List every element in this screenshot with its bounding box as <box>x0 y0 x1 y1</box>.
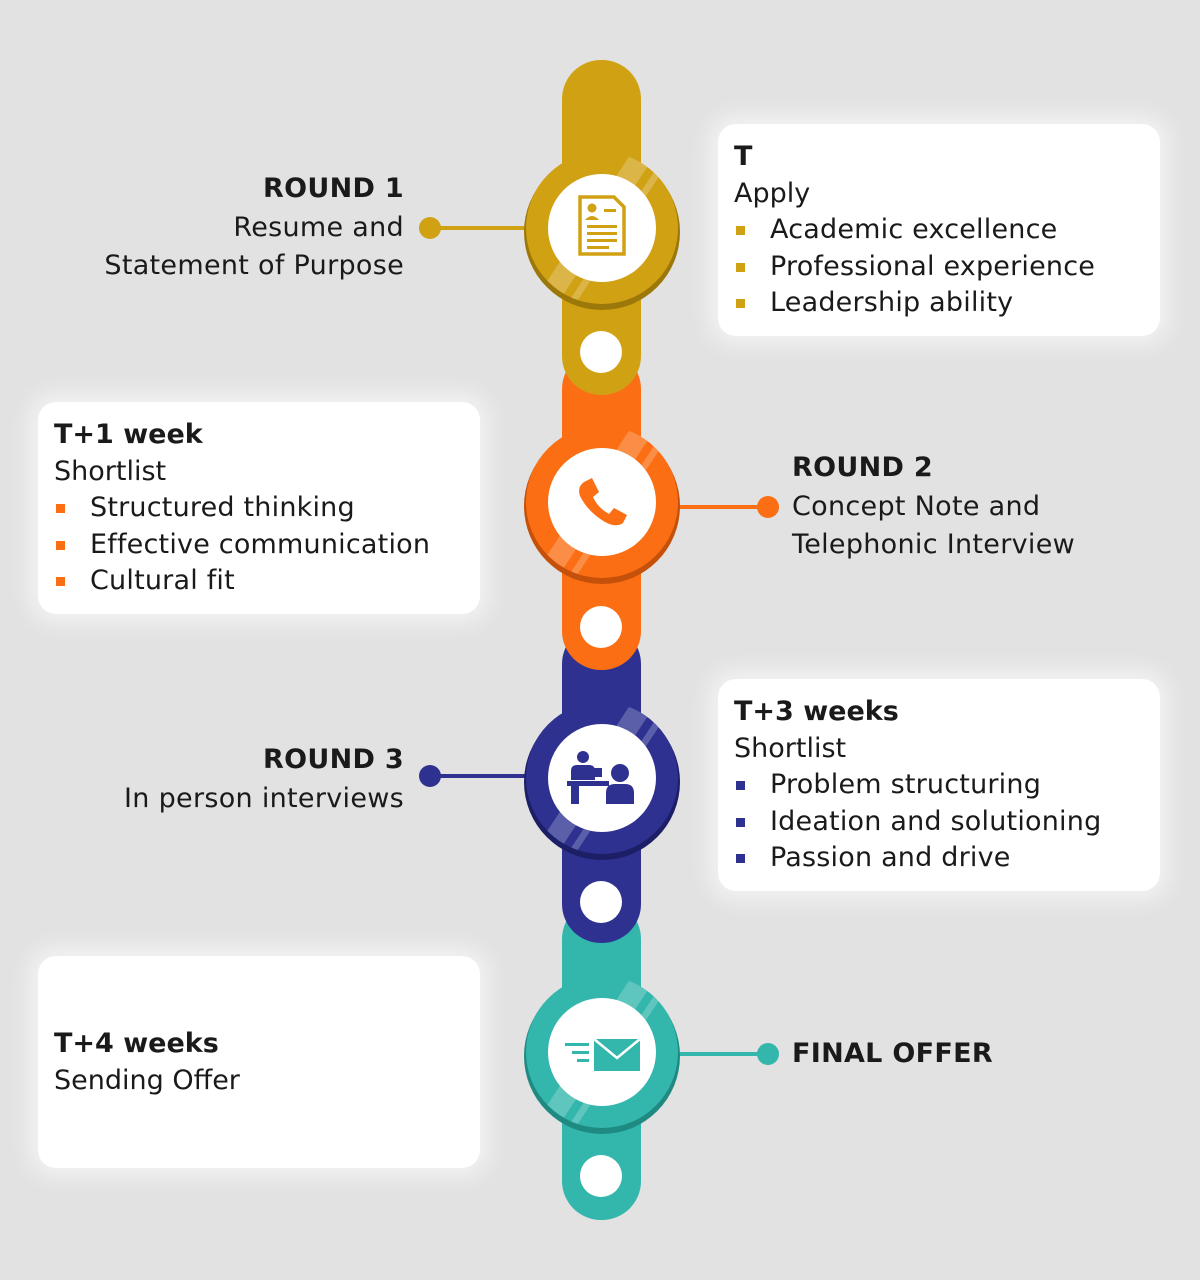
connector-final-offer <box>678 1043 779 1065</box>
step-3-medallion <box>524 702 680 860</box>
bullet-icon <box>736 299 745 308</box>
round-1-description-line-2: Statement of Purpose <box>104 250 404 281</box>
step-1-criteria-list: Academic excellence Professional experie… <box>734 212 1095 322</box>
bullet-icon <box>736 226 745 235</box>
round-1-label: ROUND 1 Resume and Statement of Purpose <box>104 170 404 286</box>
round-1-title: ROUND 1 <box>263 173 404 204</box>
step-4-stage: Sending Offer <box>54 1065 240 1096</box>
connector-round-3 <box>419 765 526 787</box>
list-item: Ideation and solutioning <box>734 804 1101 841</box>
list-item: Passion and drive <box>734 840 1101 877</box>
round-2-label: ROUND 2 Concept Note and Telephonic Inte… <box>792 449 1075 565</box>
round-3-description-line-1: In person interviews <box>124 782 404 814</box>
step-2-criteria-list: Structured thinking Effective communicat… <box>54 490 430 600</box>
list-item: Structured thinking <box>54 490 430 527</box>
step-1-medallion <box>524 152 680 310</box>
round-2-description-line-2: Telephonic Interview <box>792 529 1075 560</box>
step-2-card: T+1 week Shortlist Structured thinking E… <box>38 402 480 614</box>
step-2-stage: Shortlist <box>54 456 167 487</box>
step-3-card: T+3 weeks Shortlist Problem structuring … <box>718 679 1160 891</box>
round-1-description-line-1: Resume and <box>233 211 404 243</box>
round-2-description-line-1: Concept Note and <box>792 490 1041 522</box>
interview-icon <box>567 751 634 804</box>
bullet-icon <box>736 817 745 827</box>
list-item: Effective communication <box>54 527 430 564</box>
bullet-icon <box>736 854 745 863</box>
spine-dot-4 <box>580 1155 622 1197</box>
step-2-time: T+1 week <box>54 419 203 450</box>
step-4-time: T+4 weeks <box>54 1028 219 1059</box>
list-item: Leadership ability <box>734 285 1095 322</box>
connector-round-1 <box>419 217 526 239</box>
step-4-card: T+4 weeks Sending Offer <box>38 956 480 1168</box>
bullet-icon <box>56 504 65 513</box>
list-item: Academic excellence <box>734 212 1095 249</box>
step-2-medallion <box>524 426 680 584</box>
step-3-criteria-list: Problem structuring Ideation and solutio… <box>734 767 1101 877</box>
resume-icon <box>578 195 626 256</box>
email-icon <box>565 1038 641 1071</box>
round-3-label: ROUND 3 In person interviews <box>124 741 404 818</box>
spine-dot-3 <box>580 881 622 923</box>
final-offer-label: FINAL OFFER <box>792 1035 993 1074</box>
round-3-title: ROUND 3 <box>263 744 404 775</box>
final-offer-title: FINAL OFFER <box>792 1038 993 1069</box>
spine-dot-1 <box>580 331 622 373</box>
spine-dot-2 <box>580 606 622 648</box>
bullet-icon <box>56 540 65 550</box>
list-item: Professional experience <box>734 249 1095 286</box>
step-1-stage: Apply <box>734 178 811 209</box>
bullet-icon <box>736 262 745 272</box>
step-1-card: T Apply Academic excellence Professional… <box>718 124 1160 336</box>
bullet-icon <box>56 577 65 586</box>
bullet-icon <box>736 781 745 790</box>
connector-round-2 <box>678 496 779 518</box>
phone-icon <box>579 478 627 526</box>
list-item: Problem structuring <box>734 767 1101 804</box>
round-2-title: ROUND 2 <box>792 452 933 483</box>
step-3-time: T+3 weeks <box>734 696 899 727</box>
list-item: Cultural fit <box>54 563 430 600</box>
step-3-stage: Shortlist <box>734 733 847 764</box>
step-4-medallion <box>524 976 680 1134</box>
step-1-time: T <box>734 141 753 172</box>
